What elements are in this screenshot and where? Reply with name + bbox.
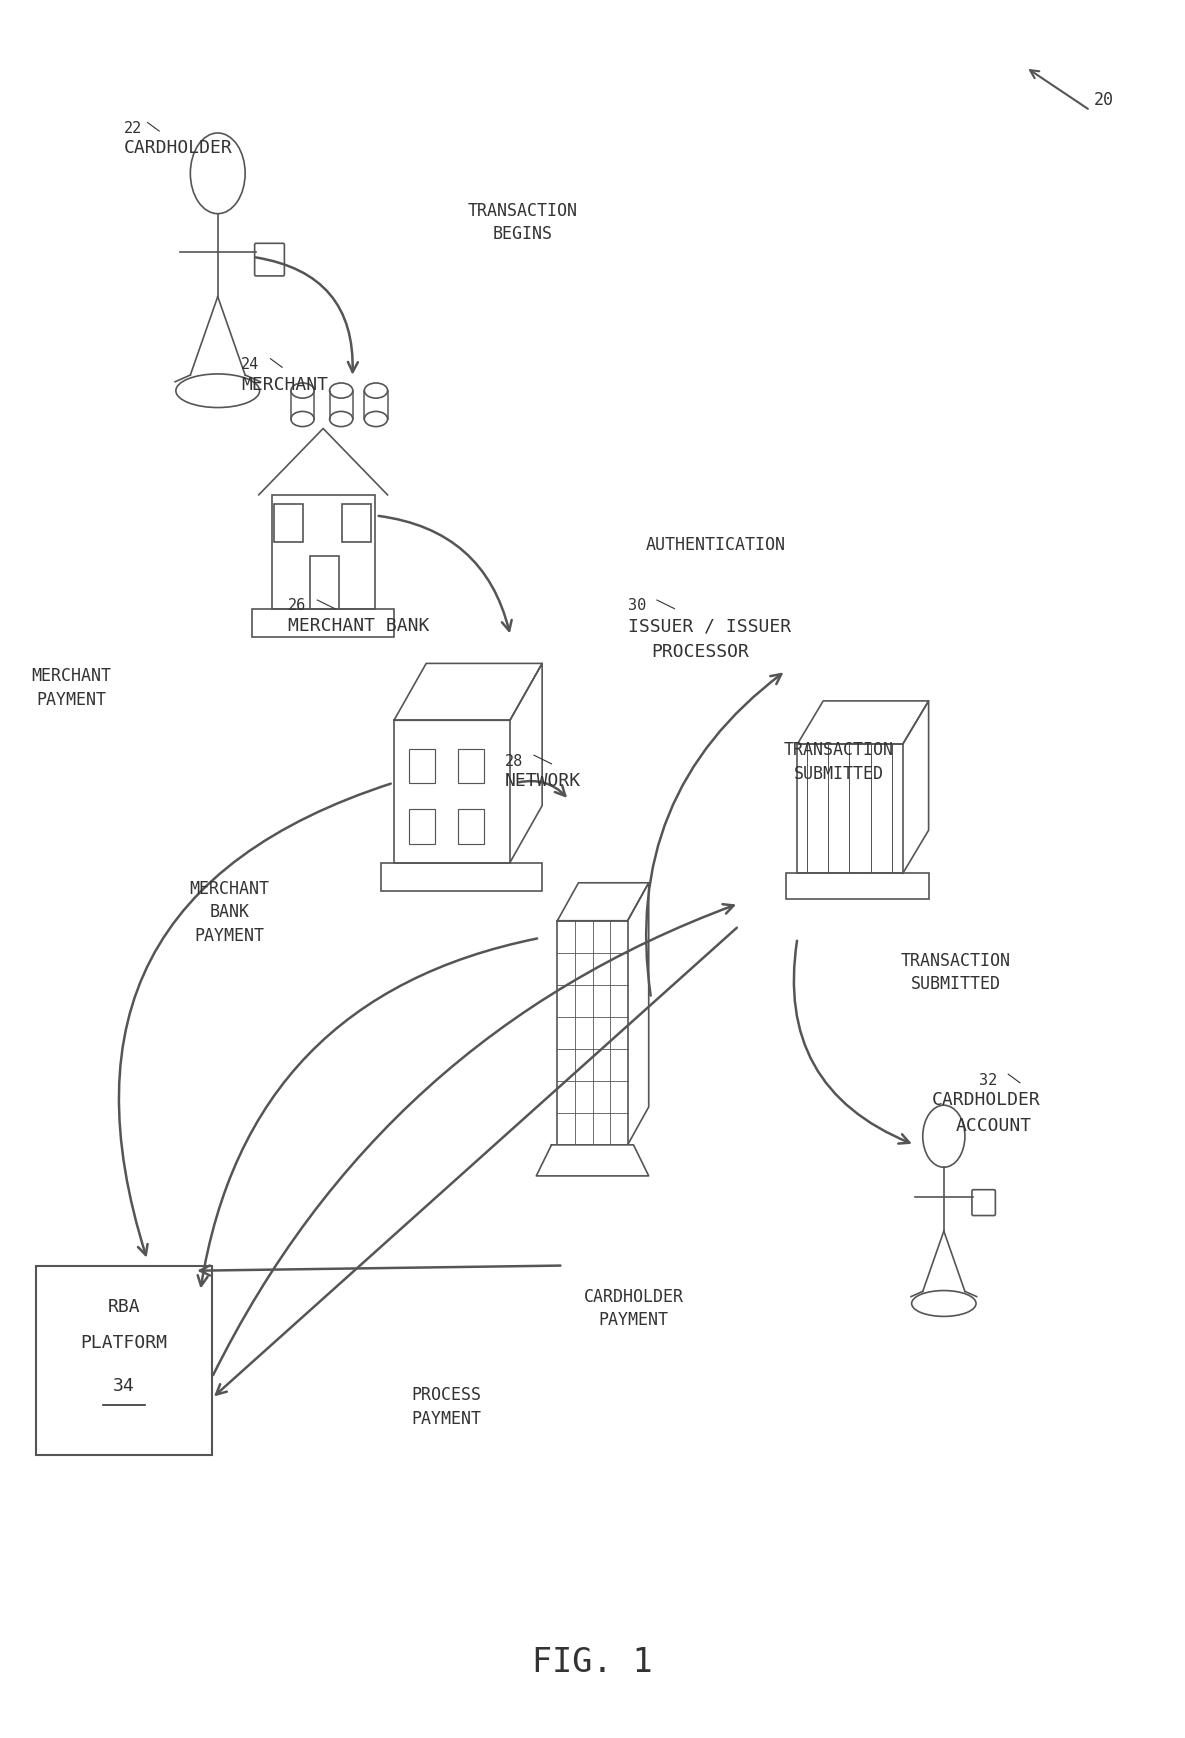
Text: 32: 32 — [979, 1072, 998, 1088]
Text: MERCHANT BANK: MERCHANT BANK — [288, 617, 429, 634]
Text: 22: 22 — [124, 122, 142, 136]
FancyArrowPatch shape — [378, 516, 512, 631]
Text: CARDHOLDER: CARDHOLDER — [933, 1091, 1040, 1109]
Text: ISSUER / ISSUER: ISSUER / ISSUER — [628, 617, 790, 634]
Text: PROCESS
PAYMENT: PROCESS PAYMENT — [411, 1387, 481, 1427]
Text: TRANSACTION
BEGINS: TRANSACTION BEGINS — [467, 202, 577, 243]
FancyArrowPatch shape — [198, 939, 537, 1286]
Text: TRANSACTION
SUBMITTED: TRANSACTION SUBMITTED — [901, 952, 1011, 992]
FancyArrowPatch shape — [256, 257, 358, 372]
Text: 34: 34 — [114, 1378, 135, 1396]
FancyArrowPatch shape — [213, 904, 734, 1375]
Text: FIG. 1: FIG. 1 — [532, 1646, 653, 1679]
FancyArrowPatch shape — [118, 784, 391, 1255]
Text: MERCHANT
BANK
PAYMENT: MERCHANT BANK PAYMENT — [190, 879, 269, 945]
Text: 28: 28 — [505, 754, 523, 768]
FancyArrowPatch shape — [519, 780, 565, 796]
Text: NETWORK: NETWORK — [505, 772, 581, 791]
Text: PLATFORM: PLATFORM — [81, 1335, 167, 1352]
Text: TRANSACTION
SUBMITTED: TRANSACTION SUBMITTED — [783, 742, 893, 782]
Polygon shape — [537, 1145, 648, 1177]
Text: CARDHOLDER
PAYMENT: CARDHOLDER PAYMENT — [583, 1288, 684, 1330]
Text: MERCHANT
PAYMENT: MERCHANT PAYMENT — [31, 667, 111, 709]
Text: PROCESSOR: PROCESSOR — [651, 643, 749, 660]
Text: MERCHANT: MERCHANT — [242, 375, 328, 395]
Text: AUTHENTICATION: AUTHENTICATION — [646, 535, 786, 554]
Text: CARDHOLDER: CARDHOLDER — [124, 139, 232, 158]
Text: 20: 20 — [1094, 90, 1114, 109]
Text: ACCOUNT: ACCOUNT — [955, 1118, 1032, 1135]
Text: 24: 24 — [242, 356, 260, 372]
FancyArrowPatch shape — [646, 674, 781, 996]
FancyArrowPatch shape — [794, 940, 909, 1144]
Text: RBA: RBA — [108, 1298, 140, 1316]
Text: 26: 26 — [288, 598, 306, 614]
Text: 30: 30 — [628, 598, 646, 614]
